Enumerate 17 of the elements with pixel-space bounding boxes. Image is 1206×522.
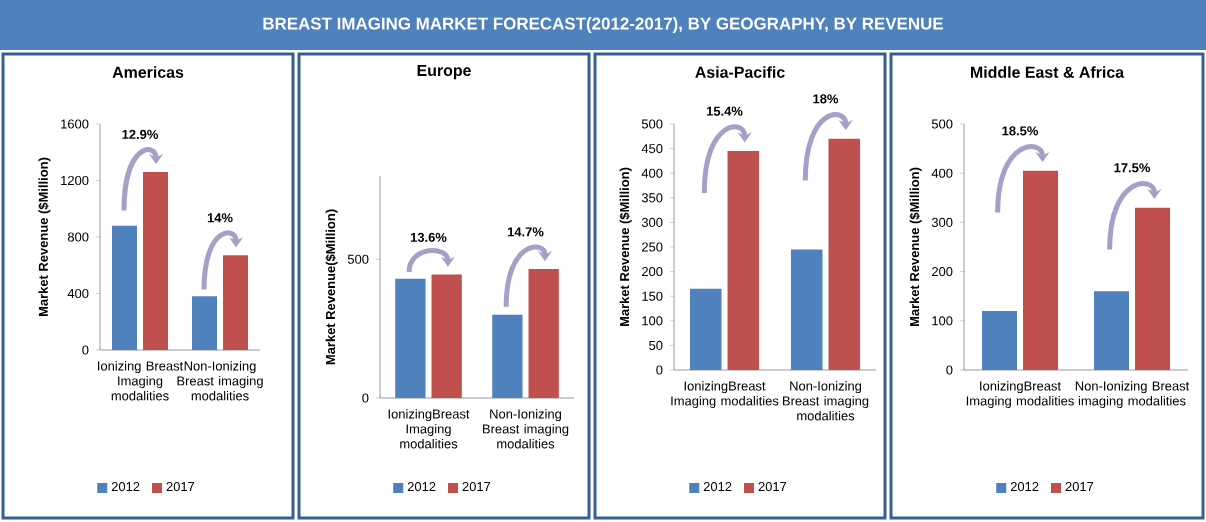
bar [492, 314, 523, 398]
bar [143, 172, 169, 350]
bar [689, 288, 722, 370]
text: BREAST IMAGING MARKET FORECAST(2012-2017), BY GEOGRAPHY, BY REVENUE [263, 17, 943, 33]
bar [223, 255, 249, 350]
bar [395, 278, 426, 398]
bar [112, 225, 138, 350]
bar [431, 274, 462, 398]
bar [1023, 170, 1059, 370]
bar [1094, 291, 1130, 370]
bar [727, 151, 760, 370]
bar [982, 310, 1018, 370]
bar [790, 249, 823, 370]
bar [192, 296, 218, 350]
bar [1135, 207, 1171, 370]
bar [528, 268, 559, 398]
bar [828, 138, 861, 370]
